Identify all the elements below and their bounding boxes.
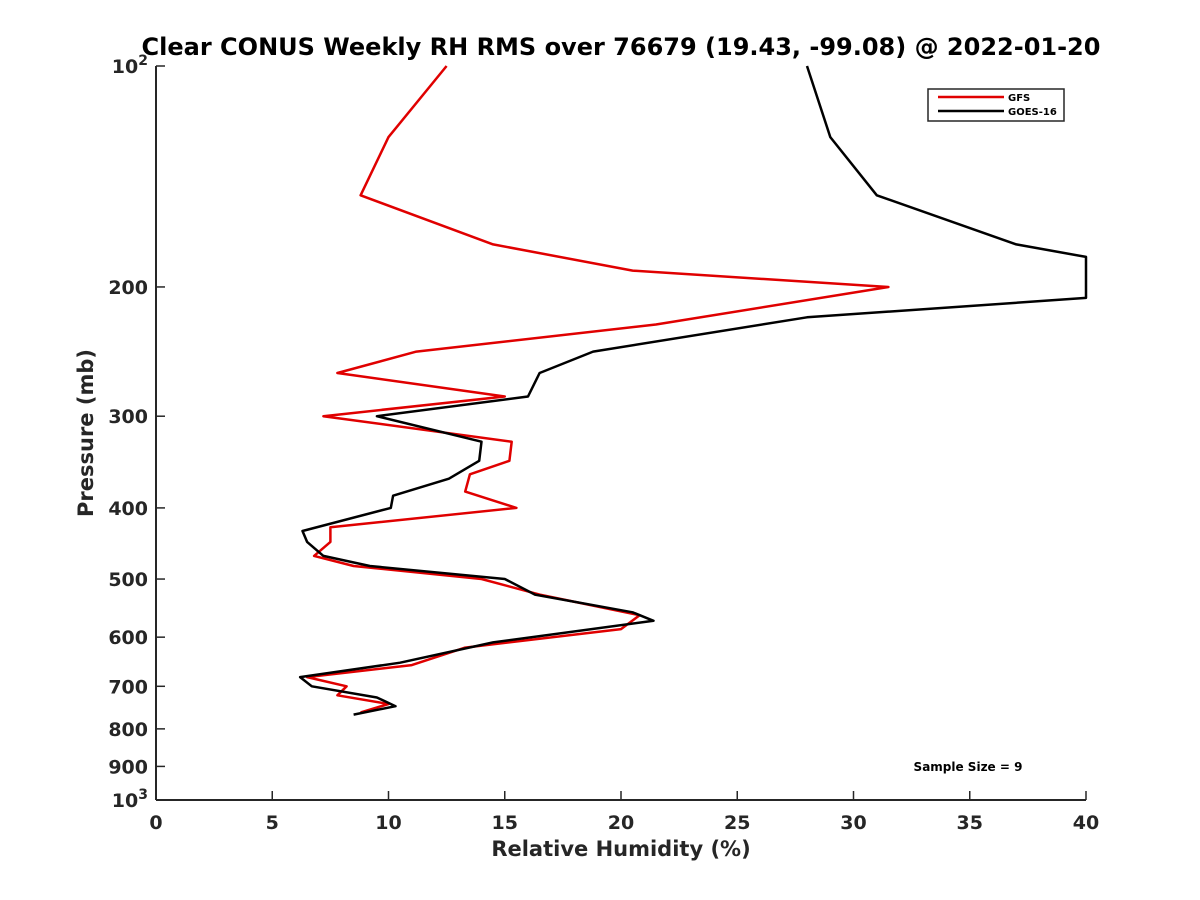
- y-ticks: 102 200 300 400 500 600 700 800 900 103: [108, 53, 165, 812]
- x-tick-label: 5: [266, 812, 279, 834]
- x-axis-label: Relative Humidity (%): [491, 837, 750, 861]
- plot-area: 0 5 10 15 20 25 30 35 40 102 200 300 400 500 600 700 80…: [108, 53, 1099, 834]
- y-tick-label: 300: [108, 406, 148, 428]
- legend: GFS GOES-16: [927, 88, 1065, 122]
- y-axis-label: Pressure (mb): [74, 349, 98, 517]
- y-tick-label: 500: [108, 569, 148, 591]
- series-line-gfs: [305, 65, 890, 714]
- y-tick-label: 600: [108, 627, 148, 649]
- x-ticks: 0 5 10 15 20 25 30 35 40: [149, 791, 1099, 834]
- legend-label-gfs: GFS: [1008, 93, 1030, 104]
- x-tick-label: 40: [1073, 812, 1099, 834]
- y-tick-label: 200: [108, 277, 148, 299]
- y-tick-label: 800: [108, 719, 148, 741]
- y-tick-label: 400: [108, 498, 148, 520]
- x-tick-label: 15: [492, 812, 518, 834]
- series-line-goes16: [298, 65, 1088, 716]
- sample-size-annotation: Sample Size = 9: [914, 760, 1023, 774]
- x-tick-label: 10: [375, 812, 401, 834]
- x-tick-label: 35: [957, 812, 983, 834]
- x-tick-label: 20: [608, 812, 634, 834]
- x-tick-label: 30: [840, 812, 866, 834]
- y-tick-label: 102: [112, 53, 148, 78]
- x-tick-label: 25: [724, 812, 750, 834]
- y-tick-label: 103: [112, 787, 148, 812]
- x-tick-label: 0: [149, 812, 162, 834]
- y-tick-label: 900: [108, 756, 148, 778]
- legend-box: [927, 88, 1065, 122]
- y-tick-label: 700: [108, 676, 148, 698]
- chart-title: Clear CONUS Weekly RH RMS over 76679 (19…: [142, 33, 1101, 61]
- legend-label-goes16: GOES-16: [1008, 107, 1057, 118]
- series-group: [298, 65, 1088, 716]
